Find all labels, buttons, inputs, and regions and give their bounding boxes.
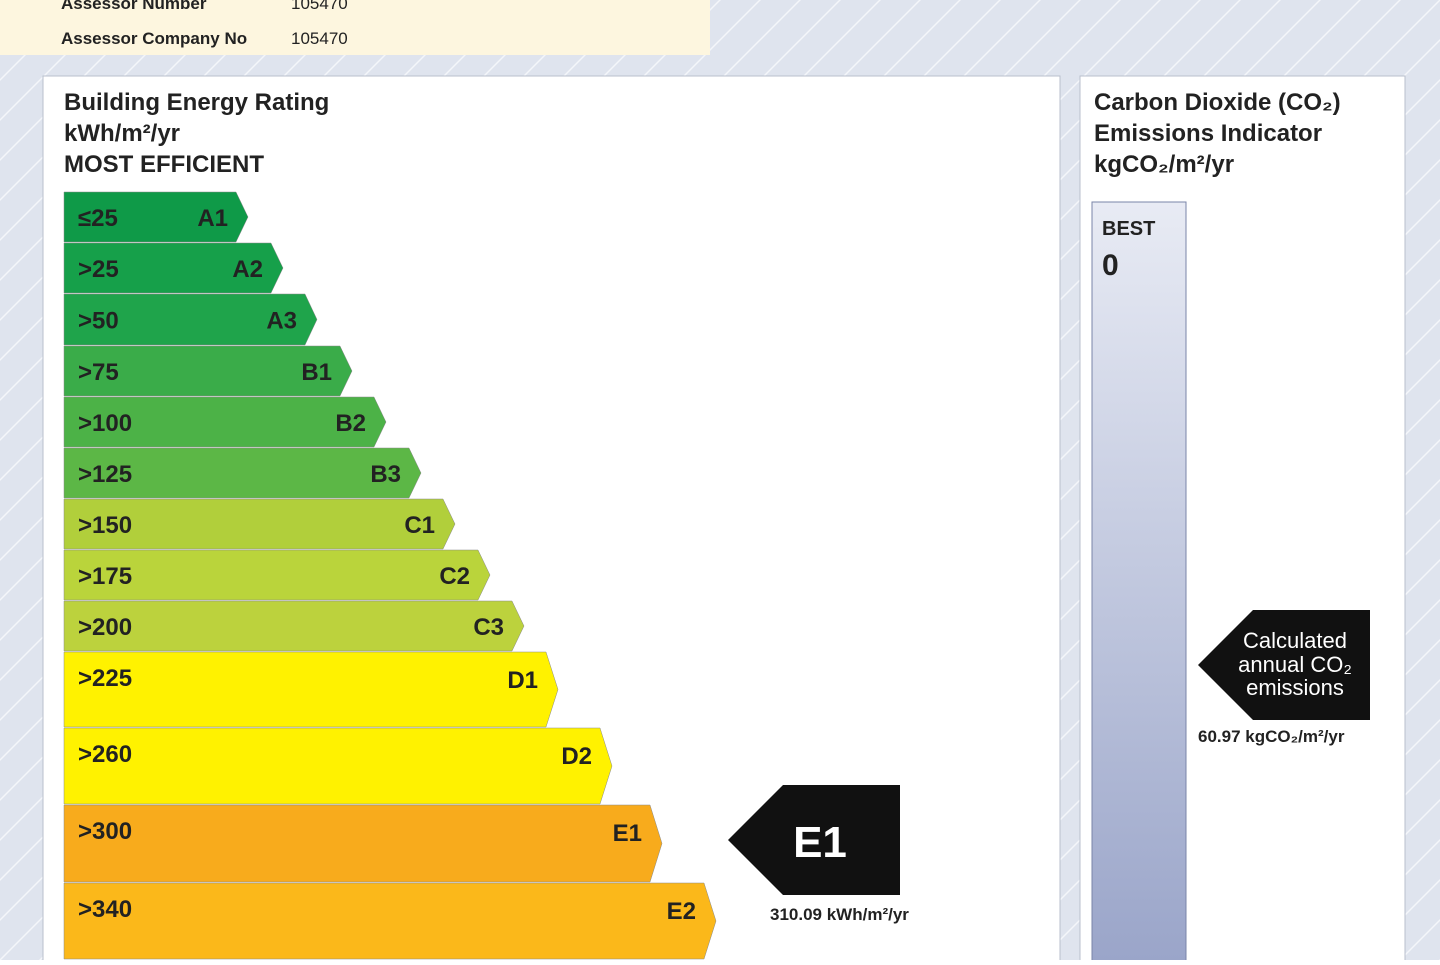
panel-title: Carbon Dioxide (CO₂) <box>1094 89 1341 116</box>
band-grade: B2 <box>335 410 366 437</box>
indicator-grade: E1 <box>793 818 847 867</box>
panel-title: Emissions Indicator <box>1094 120 1322 147</box>
band-grade: D2 <box>561 743 592 770</box>
band-threshold: >300 <box>78 818 132 845</box>
best-label: BEST <box>1102 218 1155 240</box>
co2-indicator <box>1198 610 1370 720</box>
band-grade: A3 <box>266 308 297 335</box>
band-threshold: >75 <box>78 359 119 386</box>
band-arrow <box>63 804 663 883</box>
indicator-text: Calculated <box>1243 628 1347 653</box>
rating-indicator <box>728 785 900 895</box>
header-box <box>0 0 710 55</box>
indicator-text: emissions <box>1246 675 1344 700</box>
band-arrow <box>63 651 559 728</box>
band-arrow <box>63 242 284 294</box>
band-arrow <box>63 447 422 499</box>
indicator-value: 60.97 kgCO₂/m²/yr <box>1198 727 1345 746</box>
band-threshold: >175 <box>78 563 132 590</box>
band-threshold: ≤25 <box>78 205 118 232</box>
band-threshold: >25 <box>78 256 119 283</box>
band-threshold: >200 <box>78 614 132 641</box>
band-grade: E1 <box>613 820 642 847</box>
band-arrow <box>63 191 249 243</box>
band-threshold: >50 <box>78 308 119 335</box>
panel-title: kWh/m²/yr <box>64 120 180 147</box>
band-arrow <box>63 549 491 601</box>
band-threshold: >225 <box>78 665 132 692</box>
co2-bar <box>1091 201 1187 965</box>
panel-title: kgCO₂/m²/yr <box>1094 151 1234 178</box>
band-threshold: >125 <box>78 461 132 488</box>
panel-title: MOST EFFICIENT <box>64 151 264 178</box>
band-threshold: >150 <box>78 512 132 539</box>
band-threshold: >100 <box>78 410 132 437</box>
band-grade: B1 <box>301 359 332 386</box>
band-arrow <box>63 293 318 346</box>
panel-title: Building Energy Rating <box>64 89 329 116</box>
band-grade: A1 <box>197 205 228 232</box>
header-value: 105470 <box>291 0 348 13</box>
header-value: 105470 <box>291 29 348 48</box>
band-grade: C1 <box>404 512 435 539</box>
band-threshold: >340 <box>78 896 132 923</box>
band-arrow <box>63 396 387 448</box>
band-grade: C2 <box>439 563 470 590</box>
band-grade: B3 <box>370 461 401 488</box>
band-grade: E2 <box>667 898 696 925</box>
header-label: Assessor Number <box>61 0 207 13</box>
band-arrow <box>63 882 717 960</box>
band-grade: A2 <box>232 256 263 283</box>
band-arrow <box>63 727 613 805</box>
band-arrow <box>63 600 525 652</box>
header-label: Assessor Company No <box>61 29 247 48</box>
indicator-value: 310.09 kWh/m²/yr <box>770 905 909 924</box>
band-arrow <box>63 345 353 397</box>
bands: ≤25 A1 >25 A2 >50 A3 >75 B1 >100 B2 >125 B3 >150 C1 >1… <box>63 191 717 960</box>
best-value: 0 <box>1102 249 1119 282</box>
band-arrow <box>63 498 456 550</box>
indicator-text: annual CO₂ <box>1238 652 1352 677</box>
band-threshold: >260 <box>78 741 132 768</box>
band-grade: C3 <box>473 614 504 641</box>
band-grade: D1 <box>507 667 538 694</box>
